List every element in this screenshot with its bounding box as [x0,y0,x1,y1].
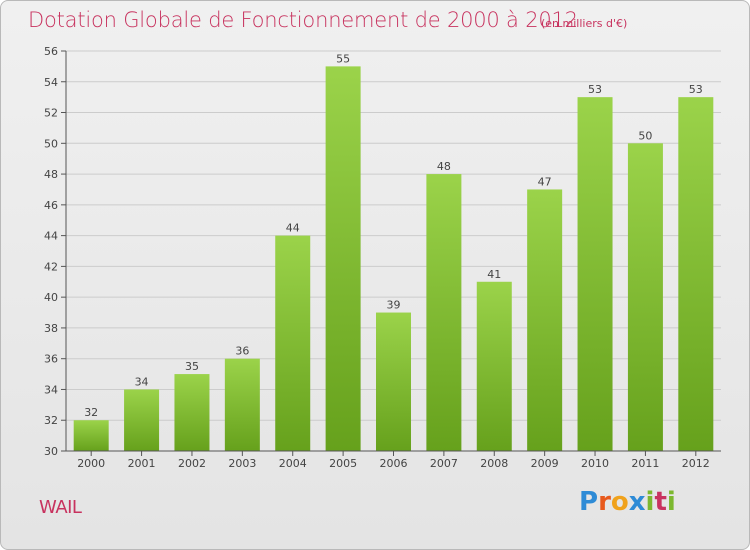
data-label: 35 [185,360,199,373]
x-tick-label: 2005 [329,457,357,470]
y-tick-label: 46 [44,199,58,212]
data-label: 36 [235,345,249,358]
logo-letter: o [610,487,629,517]
bar-2000 [73,420,109,451]
y-tick-label: 56 [44,45,58,58]
x-tick-label: 2012 [682,457,710,470]
logo-letter: t [654,487,667,517]
data-label: 50 [638,129,652,142]
data-label: 34 [135,375,149,388]
logo-letter: x [628,487,646,517]
y-tick-label: 42 [44,260,58,273]
chart-title: Dotation Globale de Fonctionnement de 20… [28,8,578,32]
y-tick-label: 54 [44,76,58,89]
x-tick-label: 2010 [581,457,609,470]
bar-2012 [678,97,714,452]
axis-layer [61,50,721,456]
bar-2004 [275,235,311,451]
y-tick-label: 52 [44,107,58,120]
x-tick-label: 2009 [531,457,559,470]
x-tick-label: 2008 [480,457,508,470]
y-tick-label: 48 [44,168,58,181]
data-label: 41 [487,268,501,281]
x-tick-label: 2000 [77,457,105,470]
y-tick-label: 44 [44,230,58,243]
bar-layer [73,66,714,452]
bar-2001 [124,389,160,451]
bar-2003 [224,358,260,451]
x-tick-label: 2001 [128,457,156,470]
bar-2009 [527,189,563,451]
logo-letter: P [579,487,599,517]
label-layer: 30 32 34 36 38 40 42 44 46 48 50 52 54 56 2000 32 2001 34… [44,45,710,470]
data-label: 32 [84,406,98,419]
chart-subtitle: (en milliers d'€) [541,17,628,30]
x-tick-label: 2011 [631,457,659,470]
logo-letter: i [666,487,676,517]
data-label: 44 [286,222,300,235]
bar-2006 [376,312,411,451]
data-label: 53 [689,83,703,96]
bar-2011 [627,143,663,452]
x-tick-label: 2003 [228,457,256,470]
data-label: 48 [437,160,451,173]
y-tick-label: 50 [44,137,58,150]
x-tick-label: 2004 [279,457,307,470]
y-tick-label: 30 [44,445,58,458]
y-tick-label: 34 [44,383,58,396]
data-label: 39 [387,299,401,312]
bar-2008 [476,281,512,451]
data-label: 55 [336,52,350,65]
bar-2010 [577,97,613,452]
logo-letter: i [645,487,655,517]
x-tick-label: 2007 [430,457,458,470]
y-tick-label: 38 [44,322,58,335]
logo-letter: r [598,487,611,517]
y-tick-label: 40 [44,291,58,304]
bar-2002 [174,374,210,451]
y-tick-label: 32 [44,414,58,427]
x-tick-label: 2002 [178,457,206,470]
bar-2005 [325,66,361,451]
location-label: WAIL [39,497,82,518]
y-tick-label: 36 [44,353,58,366]
data-label: 47 [538,175,552,188]
data-label: 53 [588,83,602,96]
bar-2007 [426,174,462,452]
x-tick-label: 2006 [380,457,408,470]
proxiti-logo: Proxiti [579,487,676,517]
